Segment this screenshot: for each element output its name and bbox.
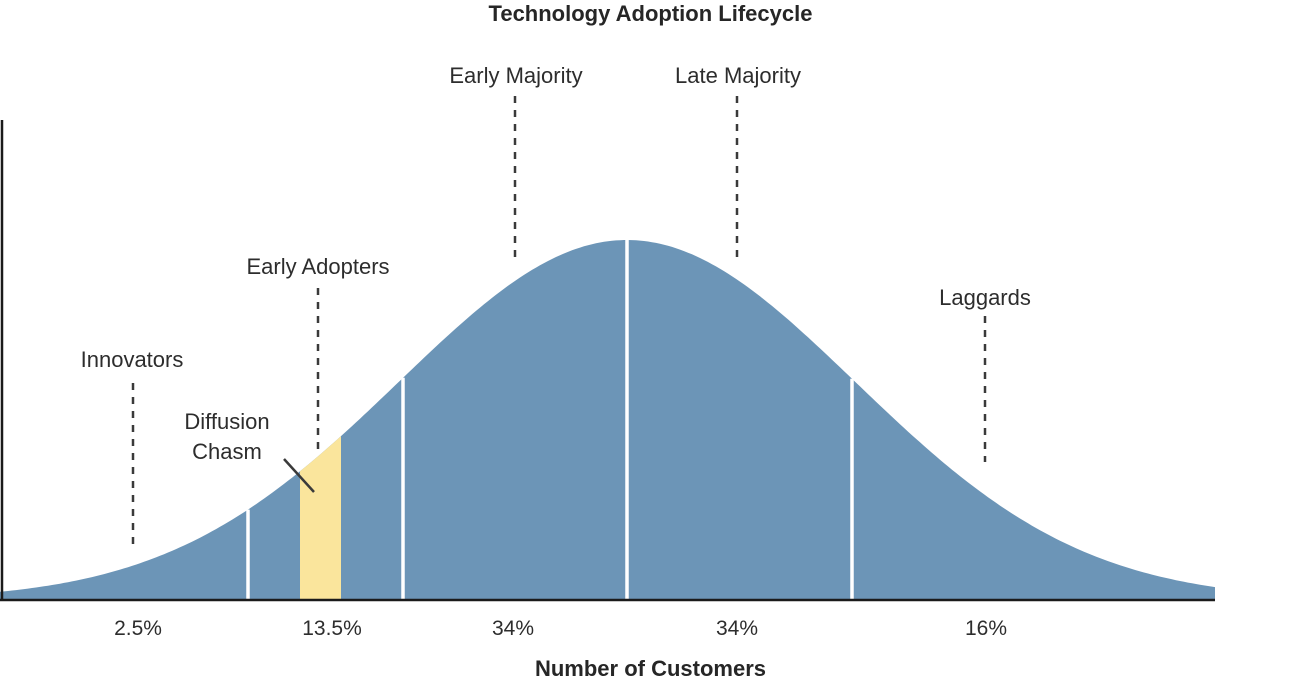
chasm-leader-line — [283, 458, 315, 493]
label-early-adopters: Early Adopters — [246, 254, 390, 279]
label-diffusion-chasm: Diffusion Chasm — [184, 409, 270, 464]
percent-label-laggards: 16% — [964, 617, 1008, 640]
chart-title: Technology Adoption Lifecycle — [488, 1, 813, 26]
x-axis-title: Number of Customers — [534, 656, 767, 681]
diffusion-chasm-band — [300, 436, 341, 600]
label-laggards: Laggards — [939, 285, 1031, 310]
percent-label-late-majority: 34% — [715, 617, 759, 640]
label-late-majority: Late Majority — [675, 63, 801, 88]
label-innovators: Innovators — [80, 347, 184, 372]
percent-label-early-adopters: 13.5% — [302, 617, 362, 640]
label-early-majority: Early Majority — [449, 63, 583, 88]
percent-label-early-majority: 34% — [491, 617, 535, 640]
percent-label-innovators: 2.5% — [114, 617, 162, 640]
